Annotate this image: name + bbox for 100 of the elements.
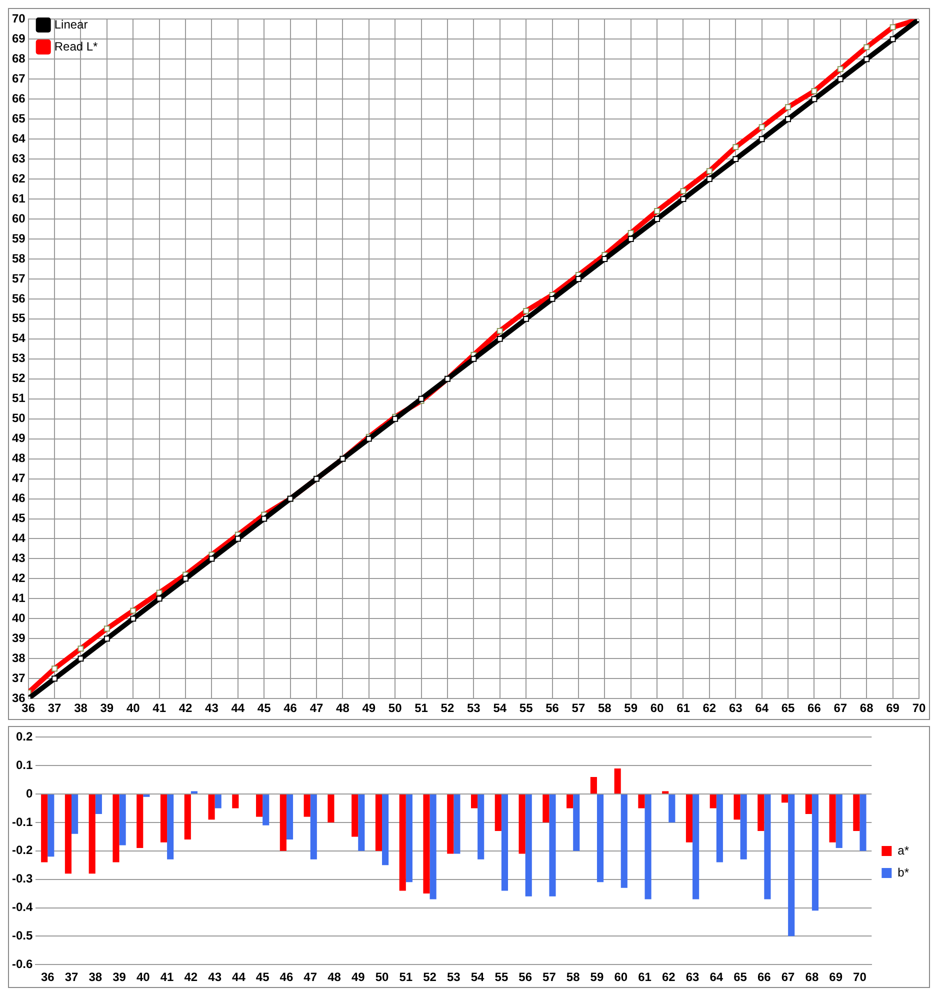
x-tick-label: 40 xyxy=(136,970,150,984)
bar xyxy=(662,791,669,794)
point xyxy=(864,56,870,62)
bar xyxy=(853,794,860,832)
y-tick-label: 52 xyxy=(12,371,26,386)
point xyxy=(234,536,241,542)
x-tick-label: 52 xyxy=(423,970,437,984)
bar xyxy=(590,776,597,794)
point xyxy=(654,216,660,222)
point xyxy=(785,116,791,122)
point xyxy=(523,316,530,322)
x-tick-label: 60 xyxy=(650,701,664,716)
bar xyxy=(72,794,78,834)
bar xyxy=(501,794,508,891)
legend-label: Read L* xyxy=(54,39,98,54)
bar xyxy=(167,794,174,860)
bar xyxy=(41,794,48,862)
bar xyxy=(48,794,54,857)
x-tick-label: 58 xyxy=(598,701,612,716)
x-tick-label: 67 xyxy=(781,970,796,984)
x-tick-label: 68 xyxy=(860,701,874,716)
bar xyxy=(644,794,652,900)
y-tick-label: 56 xyxy=(12,291,26,306)
x-tick-label: 37 xyxy=(48,701,62,716)
x-tick-label: 60 xyxy=(614,970,628,984)
x-tick-label: 44 xyxy=(232,970,246,984)
x-tick-label: 39 xyxy=(112,970,126,984)
bar xyxy=(764,794,771,900)
bar xyxy=(447,794,454,854)
x-tick-label: 46 xyxy=(280,970,294,984)
x-tick-label: 65 xyxy=(781,701,796,716)
bar xyxy=(812,794,819,911)
x-tick-label: 50 xyxy=(375,970,390,984)
y-tick-label: -0.2 xyxy=(12,843,33,858)
y-tick-label: 53 xyxy=(12,351,26,366)
point xyxy=(182,576,188,582)
bar xyxy=(805,794,812,814)
bar xyxy=(112,794,120,862)
y-tick-label: 67 xyxy=(12,71,26,86)
bar xyxy=(184,794,191,840)
y-tick-label: 64 xyxy=(12,131,26,146)
x-tick-label: 57 xyxy=(542,970,556,984)
x-tick-label: 48 xyxy=(336,701,350,716)
y-tick-label: 62 xyxy=(12,171,26,186)
point xyxy=(732,156,739,162)
y-tick-label: 47 xyxy=(12,471,26,486)
y-tick-label: 40 xyxy=(12,610,26,625)
x-tick-label: 53 xyxy=(446,970,461,984)
x-tick-label: 38 xyxy=(88,970,102,984)
x-tick-label: 62 xyxy=(662,970,676,984)
x-tick-label: 53 xyxy=(466,701,481,716)
bar xyxy=(423,794,430,894)
bar xyxy=(478,794,484,860)
y-tick-label: 44 xyxy=(12,531,26,546)
bar xyxy=(686,794,693,842)
bar xyxy=(256,794,263,817)
bar xyxy=(430,794,436,900)
y-tick-label: -0.3 xyxy=(12,872,33,886)
x-tick-label: 43 xyxy=(208,970,222,984)
bar xyxy=(781,794,788,803)
point xyxy=(52,676,58,682)
bar xyxy=(88,794,96,874)
bar xyxy=(399,794,406,891)
bar xyxy=(836,794,842,848)
y-tick-label: 49 xyxy=(12,431,26,446)
legend-label: a* xyxy=(898,843,910,858)
bar xyxy=(352,794,358,837)
bar xyxy=(64,794,72,874)
legend-label: Linear xyxy=(54,17,88,32)
y-tick-label: 59 xyxy=(12,231,26,246)
x-tick-label: 70 xyxy=(853,970,867,984)
x-tick-label: 64 xyxy=(710,970,724,984)
x-tick-label: 51 xyxy=(399,970,413,984)
bar xyxy=(375,794,382,851)
point xyxy=(680,196,686,202)
bar xyxy=(518,794,526,854)
bar xyxy=(160,794,168,842)
y-tick-label: 0.1 xyxy=(16,758,33,772)
bar xyxy=(860,794,866,851)
bar xyxy=(214,794,222,808)
bar xyxy=(304,794,310,817)
x-tick-label: 41 xyxy=(160,970,174,984)
bar xyxy=(328,794,334,822)
bar xyxy=(542,794,550,822)
y-tick-label: 41 xyxy=(12,591,26,605)
x-tick-label: 56 xyxy=(518,970,532,984)
y-tick-label: 54 xyxy=(12,331,26,346)
point xyxy=(208,556,215,562)
bar xyxy=(692,794,700,900)
x-tick-label: 47 xyxy=(310,701,324,716)
bar xyxy=(620,794,628,888)
bar xyxy=(406,794,412,882)
bar xyxy=(119,794,126,846)
x-tick-label: 46 xyxy=(284,701,298,716)
x-tick-label: 45 xyxy=(257,701,272,716)
bar xyxy=(549,794,556,896)
bar xyxy=(740,794,747,860)
y-tick-label: 60 xyxy=(12,211,26,226)
y-tick-label: 57 xyxy=(12,271,26,286)
y-tick-label: 58 xyxy=(12,251,26,266)
